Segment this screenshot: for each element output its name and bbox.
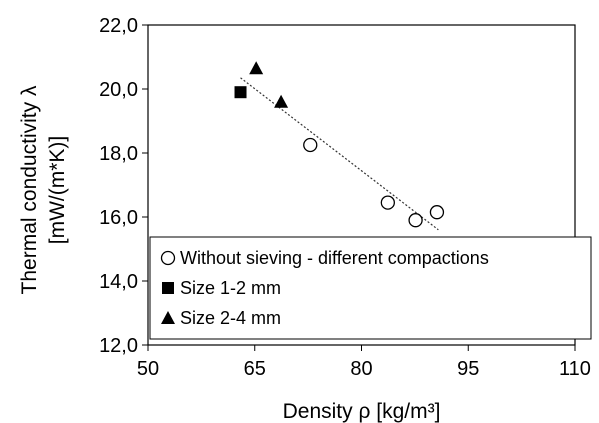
data-point-series-3 — [274, 94, 289, 108]
y-tick-label: 12,0 — [99, 335, 138, 357]
y-tick-label: 22,0 — [99, 15, 138, 37]
y-tick-label: 14,0 — [99, 271, 138, 293]
y-axis-title-line1: Thermal conductivity λ — [18, 85, 41, 294]
data-point-series-1 — [429, 205, 445, 220]
legend-label-1: Without sieving - different compactions — [180, 248, 489, 268]
y-tick-label: 18,0 — [99, 143, 138, 165]
x-tick-label: 80 — [350, 358, 372, 380]
x-tick-label: 65 — [244, 358, 266, 380]
trendline-layer — [240, 77, 439, 231]
legend-marker-3 — [161, 311, 175, 324]
x-axis-title: Density ρ [kg/m³] — [283, 400, 441, 423]
data-point-series-1 — [303, 137, 318, 153]
legend-marker-1 — [160, 250, 176, 266]
trendline — [240, 77, 439, 231]
x-tick-label: 50 — [137, 358, 159, 380]
legend-marker-2 — [162, 282, 174, 294]
x-tick-label: 95 — [457, 358, 479, 380]
data-point-series-1 — [408, 213, 423, 228]
data-points-layer — [234, 61, 445, 228]
legend-label-3: Size 2-4 mm — [180, 308, 281, 328]
y-tick-label: 16,0 — [99, 207, 138, 229]
data-point-series-2 — [234, 86, 247, 99]
y-tick-label: 20,0 — [99, 79, 138, 101]
legend-label-2: Size 1-2 mm — [180, 278, 281, 298]
legend-box — [149, 236, 592, 340]
y-axis-title-line2: [mW/(m*K)] — [46, 136, 69, 244]
data-point-series-3 — [249, 61, 264, 75]
data-point-series-1 — [380, 195, 395, 210]
axes-layer: 50 65 80 95 110 12,0 14,0 16,0 18,0 20,0 22,0 Densi… — [18, 15, 591, 423]
legend: Without sieving - different compactions S… — [149, 236, 592, 340]
x-tick-label: 110 — [559, 358, 591, 380]
